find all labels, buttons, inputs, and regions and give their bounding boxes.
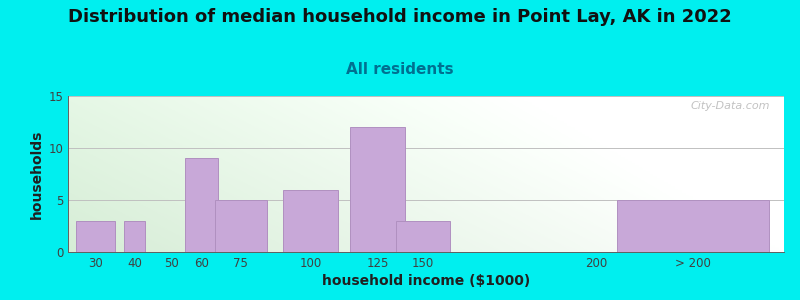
Text: Distribution of median household income in Point Lay, AK in 2022: Distribution of median household income …	[68, 8, 732, 26]
Bar	[283, 190, 338, 252]
Bar	[617, 200, 769, 252]
Bar	[215, 200, 266, 252]
Bar	[350, 127, 405, 252]
Bar	[396, 221, 450, 252]
Text: All residents: All residents	[346, 61, 454, 76]
Y-axis label: households: households	[30, 129, 44, 219]
Bar	[124, 221, 146, 252]
Text: City-Data.com: City-Data.com	[690, 101, 770, 111]
X-axis label: household income ($1000): household income ($1000)	[322, 274, 530, 288]
Bar	[75, 221, 115, 252]
Bar	[185, 158, 218, 252]
